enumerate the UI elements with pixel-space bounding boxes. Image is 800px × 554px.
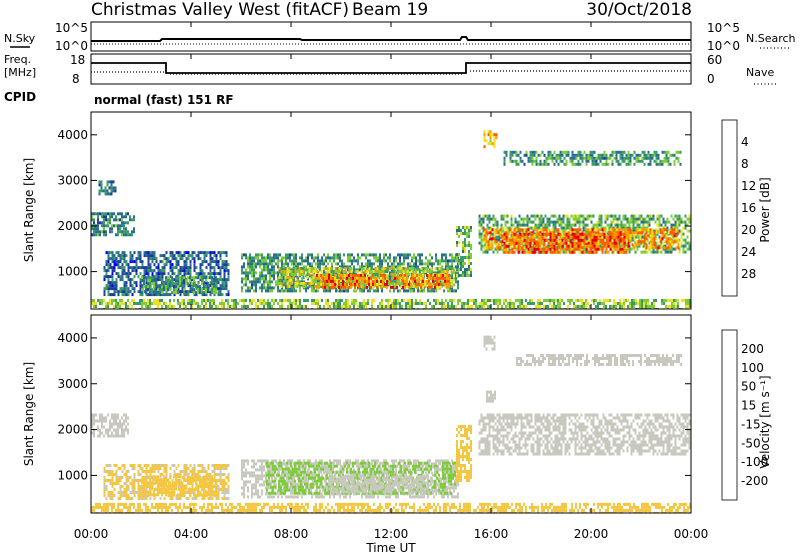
colorbar-tick-label: -15 xyxy=(741,417,761,431)
freq-tick-top: 18 xyxy=(70,53,85,67)
x-tick-label: 08:00 xyxy=(274,527,309,541)
scatter-region xyxy=(316,273,450,289)
sky-left-label: N.Sky xyxy=(4,32,36,45)
nave-tick-top: 60 xyxy=(707,53,722,67)
y-tick-label: 1000 xyxy=(57,468,88,482)
y-tick-label: 3000 xyxy=(57,173,88,187)
cpid-label: CPID xyxy=(4,90,36,104)
colorbar-tick-label: 15 xyxy=(741,399,756,413)
freq-tick-bottom: 8 xyxy=(72,72,80,86)
x-tick-label: 12:00 xyxy=(374,527,409,541)
freq-label-1: Freq. xyxy=(4,53,31,66)
sky-right-label: N.Search xyxy=(746,32,796,45)
velocity-heatmap xyxy=(91,335,691,513)
x-axis-label: Time UT xyxy=(365,541,416,554)
colorbar-tick-label: -50 xyxy=(741,436,761,450)
scatter-region xyxy=(483,130,498,149)
x-tick-label: 00:00 xyxy=(74,527,109,541)
scatter-region xyxy=(478,413,691,456)
y-tick-label: 4000 xyxy=(57,331,88,345)
scatter-region xyxy=(98,180,117,196)
freq-label-2: [MHz] xyxy=(4,66,36,79)
nave-label: Nave xyxy=(746,66,774,79)
freq-panel: Freq. [MHz] 18 8 60 0 Nave CPID normal (… xyxy=(4,53,776,107)
power-heatmap xyxy=(91,130,691,309)
scatter-region xyxy=(103,464,230,500)
x-tick-label: 00:00 xyxy=(674,527,709,541)
plot-title: Christmas Valley West (fitACF) xyxy=(91,0,349,20)
colorbar-tick-label: 200 xyxy=(741,342,764,356)
scatter-region xyxy=(486,390,496,403)
sky-left-tick-bottom: 10^0 xyxy=(55,39,88,53)
colorbar-tick-label: 12 xyxy=(741,179,756,193)
power-colorbar-label: Power [dB] xyxy=(758,177,772,242)
y-tick-label: 4000 xyxy=(57,128,88,142)
scatter-region xyxy=(516,354,682,366)
x-tick-label: 04:00 xyxy=(174,527,209,541)
scatter-region xyxy=(328,475,429,494)
colorbar-tick-label: 50 xyxy=(741,380,756,394)
colorbar-tick-label: 8 xyxy=(741,157,749,171)
colorbar-tick-label: 4 xyxy=(741,135,749,149)
scatter-region xyxy=(141,475,217,497)
velocity-colorbar: 200 100 50 15 -15 -50 -100 -200 xyxy=(721,329,768,501)
scatter-region xyxy=(483,335,496,351)
colorbar-tick-label: 16 xyxy=(741,201,756,215)
colorbar-tick-label: 20 xyxy=(741,223,756,237)
sky-right-tick-top: 10^5 xyxy=(707,21,740,35)
colorbar-tick-label: 100 xyxy=(741,361,764,375)
x-tick-label: 16:00 xyxy=(474,527,509,541)
power-colorbar: 4 8 12 16 20 24 28 xyxy=(721,119,756,297)
y-tick-label: 3000 xyxy=(57,377,88,391)
freq-line xyxy=(91,62,691,74)
mode-text: normal (fast) 151 RF xyxy=(94,93,234,107)
date-label: 30/Oct/2018 xyxy=(586,0,692,20)
power-y-ticks: 1000 2000 3000 4000 xyxy=(57,128,691,279)
sky-panel: N.Sky 10^5 10^0 10^5 10^0 N.Search xyxy=(4,21,796,53)
velocity-colorbar-label: Velocity [m s⁻¹] xyxy=(758,375,772,468)
velocity-y-ticks: 1000 2000 3000 4000 xyxy=(57,331,691,482)
scatter-region xyxy=(456,425,472,482)
nave-tick-bottom: 0 xyxy=(707,72,715,86)
colorbar-tick-label: -200 xyxy=(741,474,768,488)
scatter-region xyxy=(91,212,135,237)
x-tick-label: 20:00 xyxy=(574,527,609,541)
y-tick-label: 1000 xyxy=(57,265,88,279)
scatter-region xyxy=(503,150,682,166)
y-tick-label: 2000 xyxy=(57,423,88,437)
velocity-panel: 1000 2000 3000 4000 Slant Range [km] 200 100… xyxy=(22,314,772,514)
beam-label: Beam 19 xyxy=(352,0,428,20)
scatter-region xyxy=(141,276,217,295)
sky-left-tick-top: 10^5 xyxy=(55,21,88,35)
colorbar-tick-label: 28 xyxy=(741,267,756,281)
scatter-region xyxy=(503,232,630,254)
power-ylabel: Slant Range [km] xyxy=(22,158,36,262)
colorbar-tick-label: -100 xyxy=(741,455,768,469)
y-tick-label: 2000 xyxy=(57,219,88,233)
x-axis-ticks: 00:00 04:00 08:00 12:00 16:00 20:00 00:00 xyxy=(74,22,709,541)
colorbar-tick-label: 24 xyxy=(741,245,756,259)
nave-line xyxy=(91,70,691,75)
scatter-region xyxy=(456,226,472,277)
velocity-ylabel: Slant Range [km] xyxy=(22,362,36,466)
sky-right-tick-bottom: 10^0 xyxy=(707,39,740,53)
scatter-region xyxy=(91,413,129,438)
scatter-region xyxy=(91,502,691,513)
power-panel: 1000 2000 3000 4000 Slant Range [km] 4 8 12 16… xyxy=(22,111,772,310)
sky-count-line xyxy=(91,36,691,42)
